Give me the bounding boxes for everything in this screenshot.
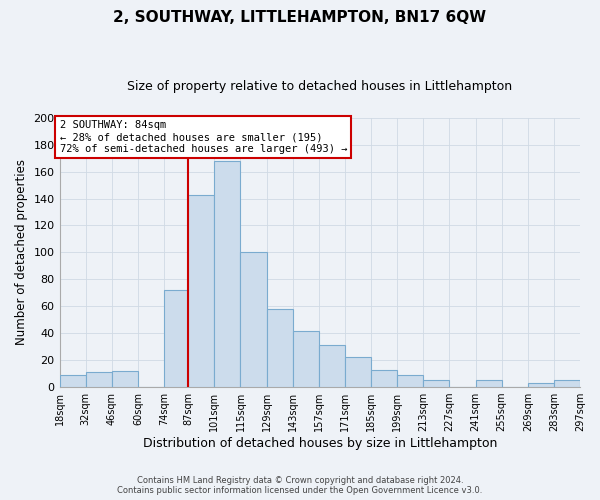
Text: Contains HM Land Registry data © Crown copyright and database right 2024.
Contai: Contains HM Land Registry data © Crown c…	[118, 476, 482, 495]
Bar	[59, 375, 86, 387]
Bar	[241, 252, 266, 387]
Bar	[319, 346, 345, 387]
Bar	[424, 380, 449, 387]
Text: 2, SOUTHWAY, LITTLEHAMPTON, BN17 6QW: 2, SOUTHWAY, LITTLEHAMPTON, BN17 6QW	[113, 10, 487, 25]
Bar	[397, 375, 424, 387]
Bar	[112, 371, 138, 387]
Title: Size of property relative to detached houses in Littlehampton: Size of property relative to detached ho…	[127, 80, 512, 93]
Bar	[266, 309, 293, 387]
Bar	[554, 380, 580, 387]
Bar	[293, 330, 319, 387]
Bar	[188, 194, 214, 387]
Bar	[164, 290, 188, 387]
Bar	[214, 161, 241, 387]
Bar	[528, 383, 554, 387]
Bar	[86, 372, 112, 387]
Bar	[371, 370, 397, 387]
Y-axis label: Number of detached properties: Number of detached properties	[15, 160, 28, 346]
Bar	[345, 358, 371, 387]
X-axis label: Distribution of detached houses by size in Littlehampton: Distribution of detached houses by size …	[143, 437, 497, 450]
Bar	[476, 380, 502, 387]
Text: 2 SOUTHWAY: 84sqm
← 28% of detached houses are smaller (195)
72% of semi-detache: 2 SOUTHWAY: 84sqm ← 28% of detached hous…	[59, 120, 347, 154]
